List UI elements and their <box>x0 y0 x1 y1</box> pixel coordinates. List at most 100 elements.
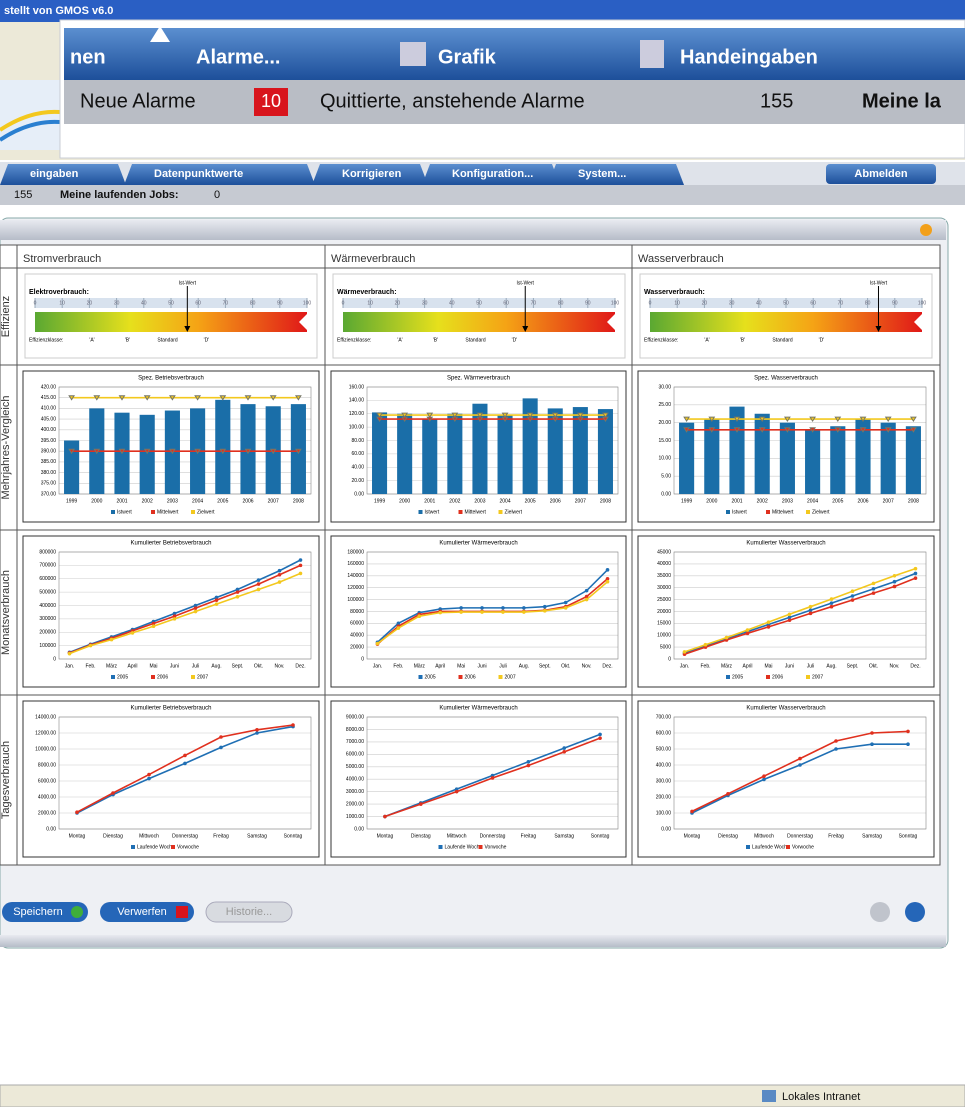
series-marker <box>375 641 380 646</box>
series-marker <box>68 395 76 401</box>
gauge-tick-label: 0 <box>34 300 37 306</box>
series-marker <box>168 395 176 401</box>
series-marker <box>459 606 463 610</box>
save-button[interactable] <box>2 902 88 922</box>
series-marker <box>598 732 602 737</box>
series-marker <box>277 572 282 577</box>
tab[interactable] <box>124 164 315 185</box>
logo-swoosh <box>0 119 61 142</box>
tab[interactable] <box>0 164 126 185</box>
legend-label: Zielwert <box>505 509 523 515</box>
save-label[interactable]: Speichern <box>13 906 63 918</box>
y-tick-label: 0.00 <box>46 826 56 832</box>
series-marker <box>787 612 792 617</box>
up-button[interactable] <box>870 902 890 922</box>
series-line <box>376 581 609 645</box>
ack-count: 155 <box>760 90 793 112</box>
series-line <box>684 577 916 656</box>
series-marker <box>183 761 187 766</box>
series-marker <box>480 610 484 614</box>
tab-label[interactable]: System... <box>578 168 626 180</box>
y-tick-label: 395.00 <box>41 438 57 444</box>
gauge-end <box>607 314 615 330</box>
series-marker <box>808 608 813 613</box>
chart-box <box>22 535 320 688</box>
plot-area <box>673 716 927 830</box>
y-tick-label: 600.00 <box>656 730 672 736</box>
gauge-tick-label: 100 <box>611 300 620 306</box>
x-tick-label: Sonntag <box>899 833 918 839</box>
x-tick-label: Sept. <box>847 663 859 669</box>
gauge-tick-label: 20 <box>395 300 401 306</box>
down-button[interactable] <box>905 902 925 922</box>
legend-label: 2007 <box>812 674 823 680</box>
series-marker <box>193 606 198 610</box>
bar <box>572 407 588 494</box>
zoom-tab[interactable]: Grafik <box>438 46 497 68</box>
y-tick-label: 375.00 <box>41 481 57 487</box>
x-tick-label: März <box>414 663 426 669</box>
series-marker <box>269 448 277 455</box>
series-marker <box>787 618 792 623</box>
series-marker <box>111 791 115 795</box>
y-tick-label: 25000 <box>657 597 671 603</box>
y-tick-label: 0 <box>361 656 364 662</box>
series-marker <box>602 412 609 419</box>
series-marker <box>562 750 567 754</box>
series-marker <box>501 412 509 419</box>
x-tick-label: 2003 <box>474 498 485 504</box>
series-marker <box>194 395 202 401</box>
bar <box>830 426 846 494</box>
collapse-button[interactable] <box>920 224 932 236</box>
discard-label[interactable]: Verwerfen <box>117 906 167 918</box>
y-tick-label: 40000 <box>657 561 671 567</box>
legend-label: Istwert <box>425 509 440 515</box>
x-tick-label: 2003 <box>782 498 793 504</box>
tab[interactable] <box>548 164 684 185</box>
tab-label[interactable]: Korrigieren <box>342 168 402 180</box>
zone-label: Lokales Intranet <box>782 1091 860 1103</box>
tab[interactable] <box>312 164 428 185</box>
history-button[interactable] <box>205 901 293 923</box>
series-marker <box>605 568 610 572</box>
x-tick-label: 2008 <box>908 498 919 504</box>
series-marker <box>255 728 259 732</box>
series-line <box>376 569 609 643</box>
y-tick-label: 5.00 <box>661 473 671 479</box>
zoom-tab[interactable]: Handeingaben <box>680 46 818 68</box>
history-label[interactable]: Historie... <box>226 906 272 918</box>
chart-title: Kumulierter Betriebsverbrauch <box>130 706 211 712</box>
panel-footer <box>0 935 946 947</box>
legend-label: Istwert <box>732 509 747 515</box>
plot-area <box>673 386 927 495</box>
tab-label[interactable]: Konfiguration... <box>452 168 533 180</box>
x-tick-label: 2006 <box>550 498 561 504</box>
logout-label[interactable]: Abmelden <box>854 168 907 180</box>
series-marker <box>762 777 766 782</box>
series-marker <box>892 584 897 589</box>
series-marker <box>834 416 842 423</box>
series-marker <box>526 763 531 768</box>
zoom-tab[interactable]: Alarme... <box>196 46 280 68</box>
tab-label[interactable]: Datenpunktwerte <box>154 168 243 180</box>
y-tick-label: 9000.00 <box>346 714 364 720</box>
x-tick-label: April <box>435 663 445 669</box>
y-tick-label: 5000.00 <box>346 764 364 770</box>
discard-button[interactable] <box>100 902 194 922</box>
gauge-marker-head <box>522 326 529 332</box>
y-tick-label: 2000.00 <box>38 810 56 816</box>
series-marker <box>584 588 589 593</box>
legend-swatch <box>478 845 483 849</box>
zoom-tab[interactable]: nen <box>70 46 106 68</box>
chart-title: Kumulierter Wärmeverbrauch <box>439 541 517 547</box>
legend-label: Mittelwert <box>772 509 794 515</box>
legend-swatch <box>786 845 790 849</box>
x-tick-label: Freitag <box>828 833 844 839</box>
tab[interactable] <box>422 164 560 185</box>
logout-tab[interactable] <box>826 164 936 184</box>
series-marker <box>605 579 610 584</box>
x-tick-label: Montag <box>69 833 86 839</box>
panel-header <box>0 220 946 240</box>
tab-label[interactable]: eingaben <box>30 168 79 180</box>
y-tick-label: 380.00 <box>41 470 57 476</box>
